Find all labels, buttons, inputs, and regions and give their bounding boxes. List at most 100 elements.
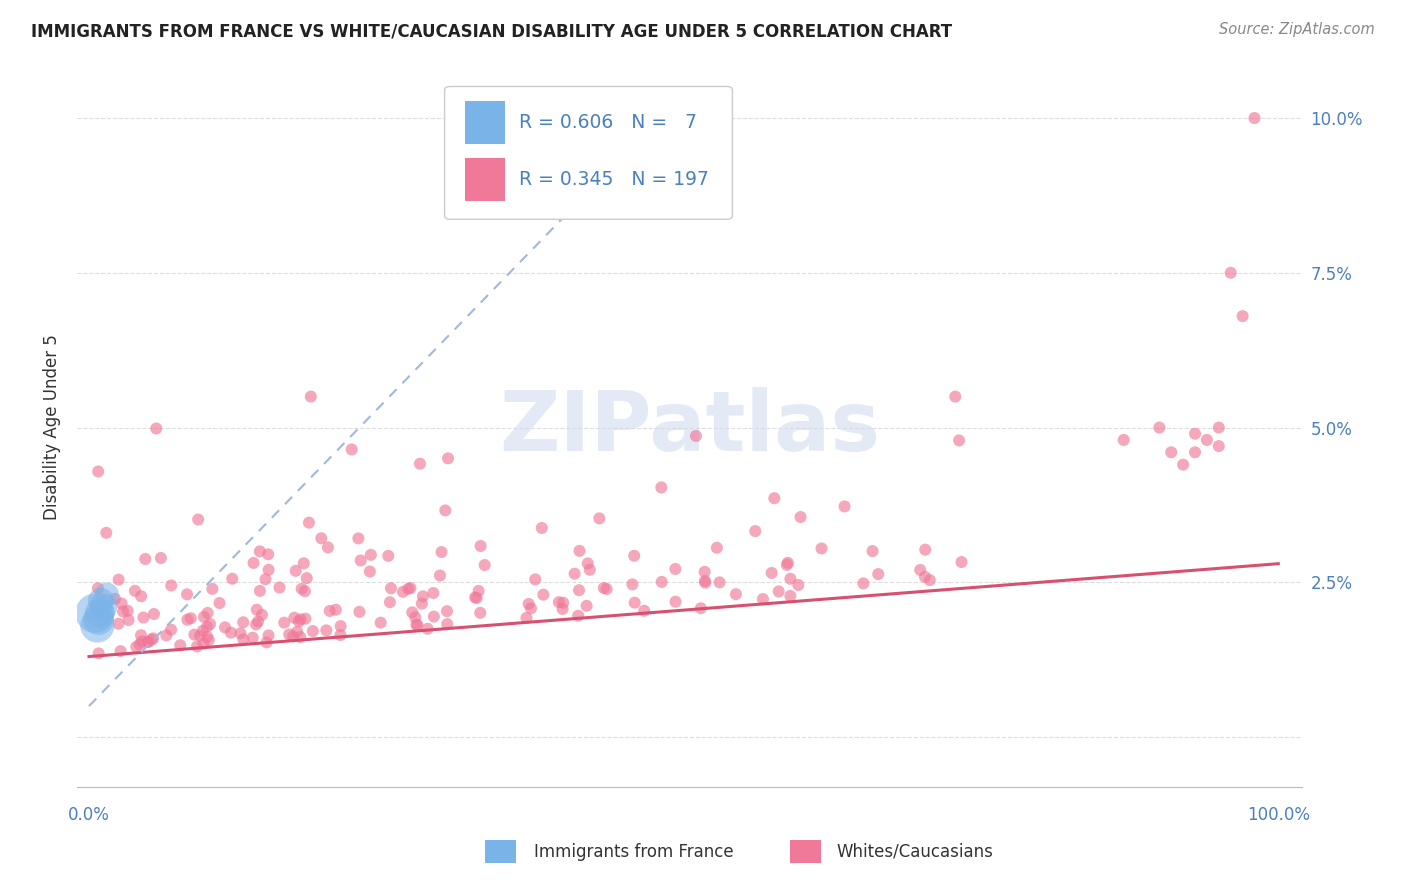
Point [86,618,108,632]
Point [87,612,110,626]
FancyBboxPatch shape [465,158,505,202]
Point [1243,111,1265,125]
Point [852,576,875,591]
FancyBboxPatch shape [465,101,505,144]
Point [399,581,422,595]
Point [1208,439,1230,453]
Point [633,604,655,618]
Point [142,607,165,621]
Point [129,628,152,642]
Point [370,615,392,630]
Point [198,617,221,632]
Point [1112,433,1135,447]
Point [517,597,540,611]
Point [249,544,271,558]
Point [524,573,547,587]
Point [87,465,110,479]
Point [125,640,148,654]
Point [689,601,711,615]
Point [789,510,811,524]
Point [706,541,728,555]
Point [198,633,221,648]
Point [568,544,591,558]
Point [340,442,363,457]
Point [474,558,496,572]
Point [187,512,209,526]
Point [423,609,446,624]
Point [188,629,211,643]
Point [302,624,325,639]
Point [553,596,575,610]
Point [257,547,280,561]
Point [250,607,273,622]
Point [249,583,271,598]
Point [141,632,163,647]
Point [318,604,340,618]
Point [96,525,118,540]
Point [378,595,401,609]
Point [195,630,218,644]
Point [117,613,139,627]
Point [576,557,599,571]
Point [531,588,554,602]
Point [283,629,305,643]
Point [810,541,832,556]
Point [349,605,371,619]
Point [107,616,129,631]
Point [950,555,973,569]
Point [193,637,215,651]
Point [278,627,301,641]
Point [183,627,205,641]
Point [1232,309,1254,323]
Point [112,605,135,619]
Point [176,587,198,601]
Text: Source: ZipAtlas.com: Source: ZipAtlas.com [1219,22,1375,37]
Point [316,541,339,555]
Point [664,595,686,609]
Point [257,628,280,642]
Point [623,549,645,563]
Point [470,606,492,620]
Point [87,646,110,660]
Point [208,596,231,610]
Point [761,566,783,580]
Point [515,611,537,625]
Point [914,542,936,557]
Point [1184,445,1206,459]
Point [247,615,270,629]
Point [868,567,890,582]
Point [195,620,218,634]
Point [695,575,717,590]
Point [104,591,127,606]
Point [229,626,252,640]
Point [298,516,321,530]
Point [256,635,278,649]
Point [285,624,308,639]
Point [254,572,277,586]
Point [91,600,114,615]
Point [186,640,208,654]
Point [160,578,183,592]
Point [918,573,941,587]
Point [283,610,305,624]
Point [567,608,589,623]
Point [547,595,569,609]
Point [299,390,322,404]
Point [1171,458,1194,472]
Point [136,635,159,649]
Point [84,606,107,620]
Point [578,563,600,577]
Point [1184,426,1206,441]
Point [592,581,614,595]
Point [232,632,254,647]
Point [392,585,415,599]
Point [1149,420,1171,434]
Point [96,588,118,602]
Point [763,491,786,506]
Point [685,429,707,443]
Point [117,604,139,618]
Point [380,581,402,595]
Point [89,606,111,620]
Point [288,615,311,629]
Point [779,589,801,603]
